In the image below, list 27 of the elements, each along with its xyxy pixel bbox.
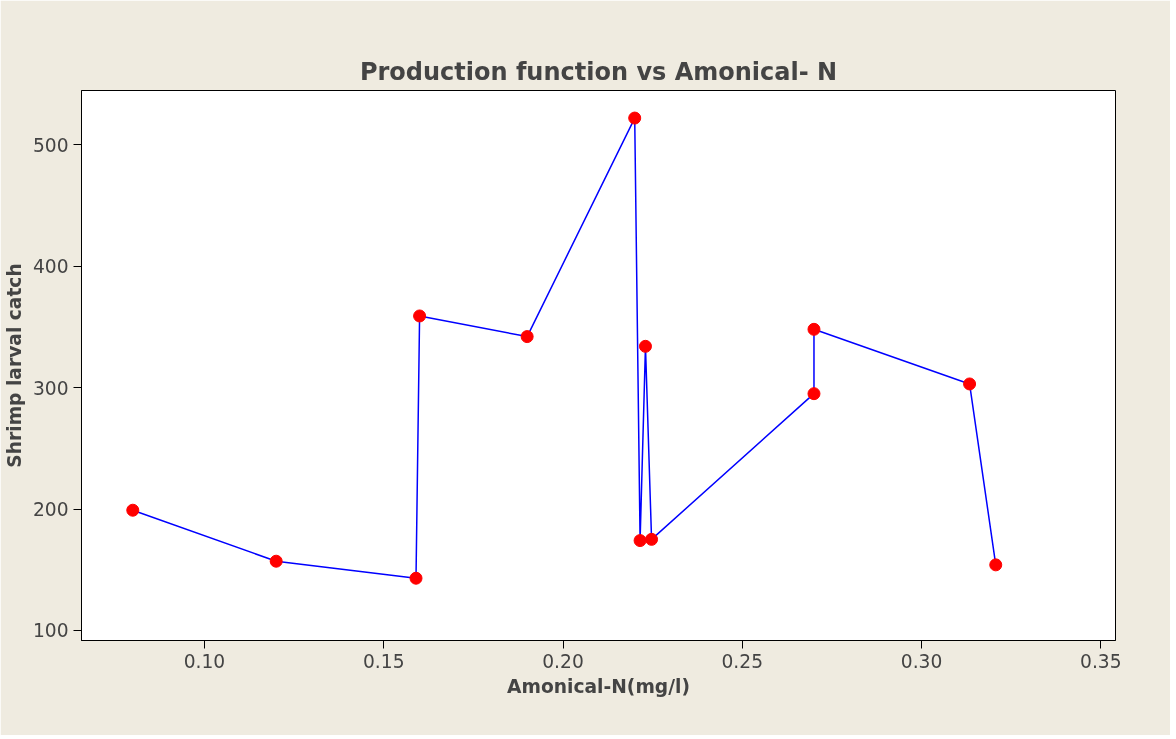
point: [807, 322, 821, 336]
chart-title: Production function vs Amonical- N: [359, 57, 838, 86]
x-tick-label: 0.35: [1080, 650, 1122, 672]
x-tick-label: 0.25: [721, 650, 764, 672]
y-tick-label: 400: [32, 256, 69, 278]
point: [989, 558, 1003, 572]
point: [409, 571, 423, 585]
y-axis-title: Shrimp larval catch: [3, 263, 25, 468]
point: [628, 111, 642, 125]
y-tick-label: 100: [32, 620, 69, 642]
x-tick-label: 0.30: [900, 650, 943, 672]
point: [413, 309, 427, 323]
x-tick-label: 0.15: [362, 650, 405, 672]
y-tick-label: 200: [32, 499, 69, 521]
y-tick-label: 500: [32, 134, 69, 156]
point: [963, 377, 977, 391]
point: [638, 339, 652, 353]
y-tick-label: 300: [32, 377, 69, 399]
point: [645, 532, 659, 546]
x-tick-label: 0.10: [183, 650, 226, 672]
point: [633, 534, 647, 548]
point: [269, 554, 283, 568]
point: [807, 387, 821, 401]
point: [126, 503, 140, 517]
point: [520, 330, 534, 344]
x-axis-title: Amonical-N(mg/l): [507, 675, 690, 697]
x-tick-label: 0.20: [542, 650, 584, 672]
